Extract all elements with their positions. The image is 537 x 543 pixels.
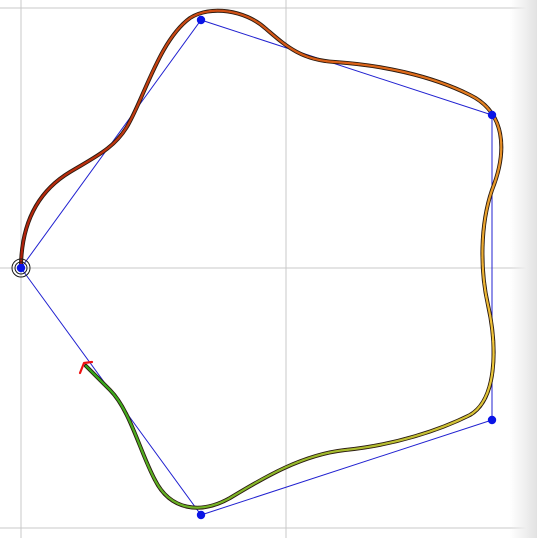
start-point-marker[interactable] — [12, 259, 30, 277]
scroll-edge-shade — [510, 0, 537, 538]
curve-outline — [21, 11, 501, 508]
control-point-4[interactable] — [488, 416, 496, 424]
spline-curve[interactable] — [21, 11, 501, 508]
control-point-3[interactable] — [488, 111, 496, 119]
start-control-point — [17, 264, 25, 272]
control-point-5[interactable] — [197, 511, 205, 519]
control-point-2[interactable] — [197, 16, 205, 24]
